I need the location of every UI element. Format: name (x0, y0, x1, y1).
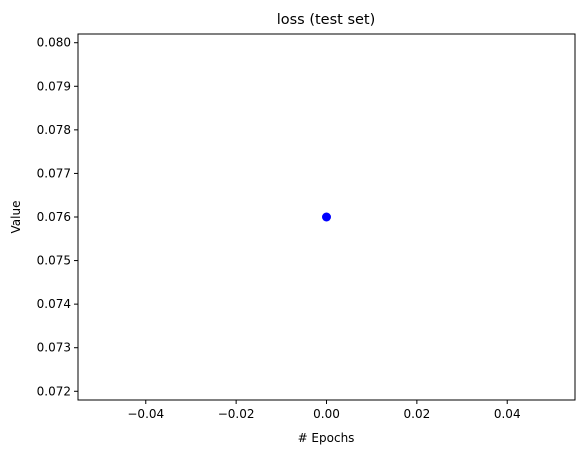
y-tick-label: 0.076 (37, 210, 71, 224)
y-tick-label: 0.072 (37, 384, 71, 398)
x-axis-label: # Epochs (298, 431, 355, 445)
data-points (322, 212, 331, 222)
chart-title: loss (test set) (277, 12, 376, 28)
y-tick-label: 0.079 (37, 79, 71, 93)
y-axis-ticks: 0.072 0.073 0.074 0.075 0.076 0.077 0.078 0.079… (37, 36, 78, 398)
x-tick-label: 0.04 (494, 407, 521, 421)
y-tick-label: 0.075 (37, 254, 71, 268)
y-tick-label: 0.080 (37, 36, 71, 50)
data-point (322, 212, 331, 222)
x-axis-ticks: −0.04 −0.02 0.00 0.02 0.04 (127, 400, 521, 421)
x-tick-label: −0.04 (127, 407, 164, 421)
y-tick-label: 0.078 (37, 123, 71, 137)
x-tick-label: −0.02 (218, 407, 255, 421)
y-tick-label: 0.077 (37, 166, 71, 180)
x-tick-label: 0.02 (404, 407, 431, 421)
y-tick-label: 0.073 (37, 341, 71, 355)
y-axis-label: Value (9, 201, 23, 234)
y-tick-label: 0.074 (37, 297, 71, 311)
x-tick-label: 0.00 (313, 407, 340, 421)
